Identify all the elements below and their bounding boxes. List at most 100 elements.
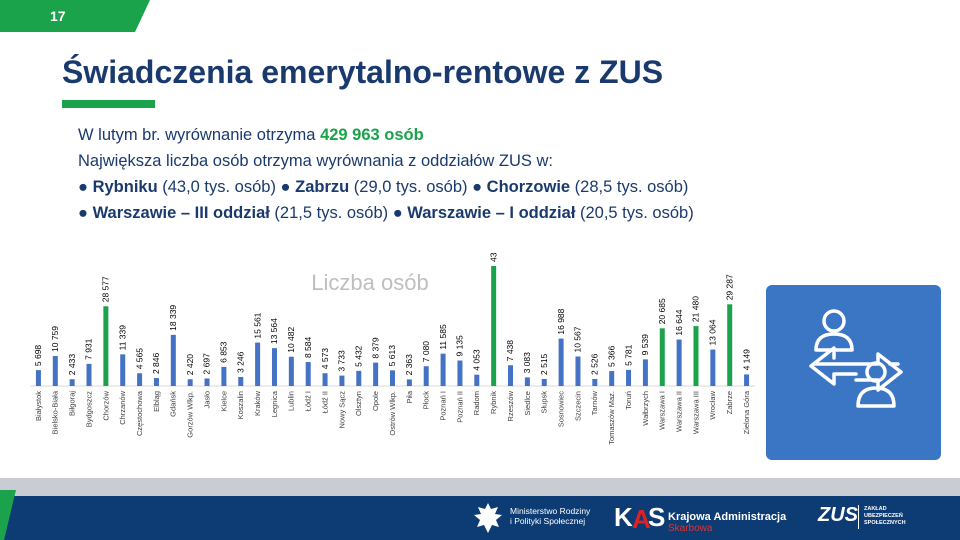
value-label: 5 366	[606, 345, 616, 367]
category-label: Chorzów	[101, 390, 110, 420]
category-label: Częstochowa	[135, 390, 144, 436]
bar-21	[390, 370, 395, 386]
value-label: 8 584	[303, 337, 313, 359]
value-label: 4 573	[320, 348, 330, 370]
category-label: Zabrze	[725, 391, 734, 414]
zus-name-line-2: UBEZPIECZEŃ	[864, 513, 903, 519]
page-number-tab	[0, 0, 150, 32]
svg-text:K: K	[614, 502, 633, 532]
value-label: 2 433	[67, 354, 77, 376]
category-label: Kraków	[253, 390, 262, 416]
city-name: Warszawie – III oddział	[92, 204, 270, 222]
category-label: Rybnik	[489, 391, 498, 414]
bar-27	[491, 266, 497, 386]
people-exchange-icon-box	[766, 285, 941, 460]
value-label: 2 697	[202, 353, 212, 375]
category-label: Toruń	[624, 391, 633, 410]
bar-9	[187, 379, 193, 386]
value-label: 3 083	[522, 352, 532, 374]
bar-42	[744, 374, 750, 386]
city-count: (28,5 tys. osób)	[570, 178, 689, 196]
bar-23	[423, 366, 429, 386]
city-name: Chorzowie	[486, 178, 571, 196]
eagle-emblem-icon	[474, 503, 502, 533]
category-label: Tarnów	[590, 390, 599, 415]
value-label: 7 438	[505, 340, 515, 362]
category-label: Biłgoraj	[68, 391, 77, 416]
kas-name-line-2: Skarbowa	[668, 523, 713, 534]
category-label: Szczecin	[573, 391, 582, 421]
bar-28	[508, 365, 514, 386]
bar-37	[659, 328, 665, 386]
bar-0	[35, 370, 41, 386]
category-label: Łódź I	[304, 391, 313, 411]
value-label: 5 781	[623, 344, 633, 366]
category-label: Poznań II	[455, 391, 464, 423]
value-label: 8 379	[370, 337, 380, 359]
category-label: Siedlce	[523, 391, 532, 416]
ministry-name-line-2: i Polityki Społecznej	[510, 516, 586, 526]
bar-26	[474, 374, 480, 386]
category-label: Kielce	[219, 391, 228, 411]
value-label: 11 585	[438, 324, 448, 350]
value-label: 6 853	[219, 341, 229, 363]
bar-4	[103, 306, 109, 386]
city-count: (43,0 tys. osób)	[157, 178, 281, 196]
category-label: Łódź II	[320, 391, 329, 414]
category-label: Elbląg	[152, 391, 161, 412]
city-count: (21,5 tys. osób)	[269, 204, 393, 222]
bar-24	[440, 353, 446, 386]
zus-name-line-1: ZAKŁAD	[864, 506, 887, 512]
category-label: Wałbrzych	[641, 391, 650, 426]
value-label: 29 287	[724, 274, 734, 300]
footer-corner-accent	[0, 490, 16, 540]
category-label: Rzeszów	[506, 390, 515, 421]
category-label: Słupsk	[540, 391, 549, 414]
bar-chart: Liczba osób 5 698 10 759 2 433 7 931 28 577 1…	[30, 250, 755, 445]
footer-stripe	[0, 478, 960, 496]
bar-31	[558, 338, 564, 386]
title-underline	[62, 100, 155, 108]
kas-emblem-icon: K A S	[614, 502, 665, 534]
bullet: ●	[392, 204, 408, 222]
bar-19	[356, 370, 362, 386]
bar-7	[153, 378, 159, 386]
category-label: Warszawa II	[675, 391, 684, 432]
value-label: 10 482	[286, 326, 296, 352]
value-label: 5 698	[33, 345, 43, 367]
svg-text:A: A	[632, 504, 651, 534]
bar-8	[170, 334, 176, 386]
bar-40	[710, 349, 716, 386]
category-label: Warszawa I	[658, 391, 667, 430]
value-label: 13 064	[708, 319, 718, 345]
bar-20	[373, 362, 379, 386]
zus-mark: ZUS	[818, 504, 858, 526]
summary-line-4: ● Warszawie – III oddział (21,5 tys. osó…	[78, 200, 858, 226]
city-name: Rybniku	[92, 178, 158, 196]
bar-6	[137, 373, 143, 386]
bar-5	[120, 354, 126, 386]
ministry-name-line-1: Ministerstwo Rodziny	[510, 506, 591, 516]
bar-15	[288, 356, 294, 386]
city-count: (20,5 tys. osób)	[575, 204, 694, 222]
value-label: 3 246	[235, 351, 245, 373]
category-label: Bydgoszcz	[84, 391, 93, 428]
value-label: 2 515	[539, 353, 549, 375]
value-label: 4 053	[472, 349, 482, 371]
category-label: Bielsko-Biała	[51, 390, 60, 434]
bar-10	[204, 378, 210, 386]
chart-title: Liczba osób	[311, 270, 428, 295]
bar-35	[626, 369, 632, 386]
category-label: Chrzanów	[118, 390, 127, 424]
bar-17	[322, 373, 328, 386]
city-count: (29,0 tys. osób)	[349, 178, 473, 196]
category-label: Poznań I	[438, 391, 447, 421]
value-label: 10 759	[50, 326, 60, 352]
category-label: Olsztyn	[354, 391, 363, 416]
value-label: 4 149	[741, 349, 751, 371]
summary-line-2: Największa liczba osób otrzyma wyrównani…	[78, 152, 554, 170]
value-label: 28 577	[101, 276, 111, 302]
bar-3	[86, 363, 92, 386]
zus-name-line-3: SPOŁECZNYCH	[864, 520, 906, 526]
value-label: 21 480	[691, 296, 701, 322]
